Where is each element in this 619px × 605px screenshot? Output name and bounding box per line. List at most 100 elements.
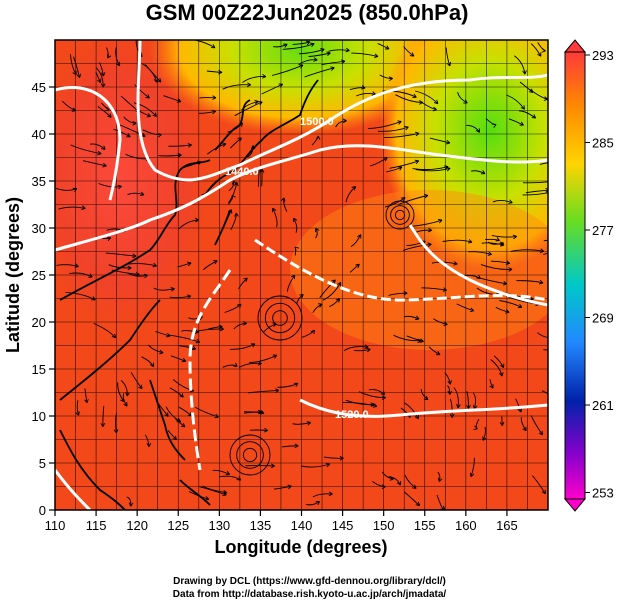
- streamline-arrowhead: [75, 411, 80, 416]
- height-contours: [55, 40, 548, 510]
- streamline-arrowhead: [412, 93, 417, 98]
- x-tick-label: 150: [373, 518, 395, 533]
- coastline-south-china: [59, 299, 161, 401]
- streamline: [429, 137, 451, 144]
- streamline: [472, 392, 476, 410]
- streamline-arrowhead: [404, 126, 409, 131]
- streamline: [345, 186, 356, 203]
- y-tick-label: 40: [32, 127, 46, 142]
- streamline: [415, 167, 451, 172]
- streamline: [292, 422, 311, 425]
- streamline-arrowhead: [500, 363, 505, 369]
- streamline-arrowhead: [146, 113, 152, 118]
- x-tick-label: 165: [496, 518, 518, 533]
- colorbar-bottom-arrow: [563, 498, 587, 512]
- streamline-arrowhead: [107, 113, 112, 118]
- streamline-arrowhead: [113, 429, 119, 434]
- streamline: [358, 391, 386, 399]
- streamline-arrowhead: [246, 82, 252, 87]
- streamline-arrowhead: [259, 410, 265, 415]
- streamline-arrowhead: [539, 248, 545, 253]
- streamline: [529, 88, 548, 100]
- streamline-arrowhead: [259, 168, 265, 173]
- streamline-arrowhead: [552, 179, 556, 183]
- streamline-arrowhead: [187, 143, 192, 148]
- streamline: [379, 74, 393, 79]
- streamline-arrowhead: [444, 165, 449, 170]
- streamline-arrowhead: [106, 236, 112, 241]
- streamline-arrowhead: [445, 139, 451, 145]
- streamline: [61, 100, 76, 112]
- x-tick-label: 140: [291, 518, 313, 533]
- streamline-arrowhead: [508, 199, 513, 204]
- streamline: [247, 389, 279, 394]
- streamline: [377, 126, 409, 132]
- streamline-arrowhead: [480, 170, 486, 175]
- streamline: [449, 398, 453, 418]
- contour-south: [188, 269, 232, 471]
- x-axis-label: Longitude (degrees): [214, 537, 387, 557]
- streamline: [199, 97, 217, 99]
- streamline: [224, 303, 242, 313]
- streamline: [447, 385, 451, 395]
- streamline-arrowhead: [164, 412, 169, 417]
- streamline-arrowhead: [275, 388, 280, 393]
- streamline-arrowhead: [177, 153, 182, 158]
- streamline: [133, 102, 157, 117]
- credit-data: Data from http://database.rish.kyoto-u.a…: [172, 589, 447, 600]
- streamline: [328, 49, 350, 52]
- streamline: [229, 343, 256, 350]
- streamline-arrowhead: [166, 332, 171, 338]
- streamline-arrowhead: [551, 336, 555, 340]
- streamline: [222, 84, 251, 90]
- streamline: [134, 84, 150, 99]
- warm-region-east: [290, 190, 548, 350]
- streamline: [402, 243, 432, 251]
- streamline-arrowhead: [146, 442, 152, 447]
- streamline: [248, 354, 277, 363]
- streamline-arrowhead: [499, 372, 504, 377]
- streamline-arrowhead: [364, 344, 369, 349]
- coastline-kyushu: [214, 209, 231, 246]
- streamline: [499, 300, 523, 308]
- streamline-arrowhead: [126, 133, 131, 138]
- streamline-arrowhead: [505, 260, 511, 265]
- x-tick-label: 115: [86, 518, 107, 533]
- contour-label-1500: 1500.0: [300, 116, 334, 128]
- streamline: [207, 326, 223, 330]
- streamline-arrowhead: [179, 393, 184, 398]
- streamline-arrowhead: [280, 197, 286, 202]
- streamline: [212, 469, 230, 475]
- streamline: [197, 328, 224, 332]
- streamline: [298, 59, 318, 65]
- streamline-arrowhead: [417, 338, 422, 344]
- streamline: [493, 355, 504, 368]
- streamline-arrowhead: [234, 212, 239, 217]
- streamline: [343, 346, 369, 351]
- streamline-arrowhead: [157, 132, 162, 138]
- streamline-arrowhead: [72, 70, 77, 76]
- wind-streamlines: [55, 40, 556, 510]
- streamline-arrowhead: [219, 326, 224, 332]
- streamline-arrowhead: [102, 162, 107, 168]
- x-tick-label: 120: [126, 518, 148, 533]
- streamline-arrowhead: [475, 128, 480, 133]
- streamline: [281, 445, 299, 448]
- streamline-arrowhead: [519, 121, 524, 126]
- streamline: [130, 372, 143, 389]
- streamline-arrowhead: [466, 404, 471, 409]
- y-tick-label: 15: [32, 362, 46, 377]
- streamline-arrowhead: [414, 414, 419, 420]
- streamline-arrowhead: [522, 70, 527, 75]
- streamline-arrowhead: [262, 74, 267, 79]
- contour-label-1440: 1440.0: [225, 166, 259, 178]
- streamline: [238, 362, 262, 368]
- streamline: [170, 355, 186, 362]
- streamline-arrowhead: [159, 349, 164, 355]
- streamline: [514, 55, 526, 75]
- streamline: [144, 434, 150, 447]
- streamline: [412, 166, 449, 171]
- streamline-arrowhead: [415, 131, 420, 137]
- streamline: [128, 263, 157, 267]
- streamline-arrowhead: [88, 273, 93, 278]
